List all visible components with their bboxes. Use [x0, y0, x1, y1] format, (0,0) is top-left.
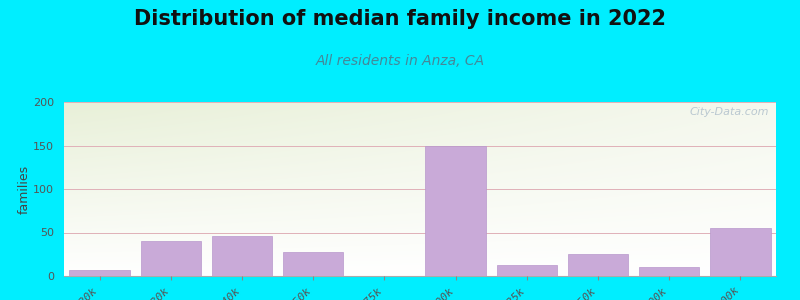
Bar	[141, 241, 201, 276]
Text: City-Data.com: City-Data.com	[690, 107, 769, 117]
Text: All residents in Anza, CA: All residents in Anza, CA	[315, 54, 485, 68]
Bar	[212, 236, 272, 276]
Bar	[283, 252, 343, 276]
Bar	[568, 254, 628, 276]
Bar	[426, 146, 486, 276]
Y-axis label: families: families	[18, 164, 30, 214]
Bar	[710, 228, 770, 276]
Bar	[70, 270, 130, 276]
Text: Distribution of median family income in 2022: Distribution of median family income in …	[134, 9, 666, 29]
Bar	[497, 265, 557, 276]
Bar	[639, 267, 699, 276]
